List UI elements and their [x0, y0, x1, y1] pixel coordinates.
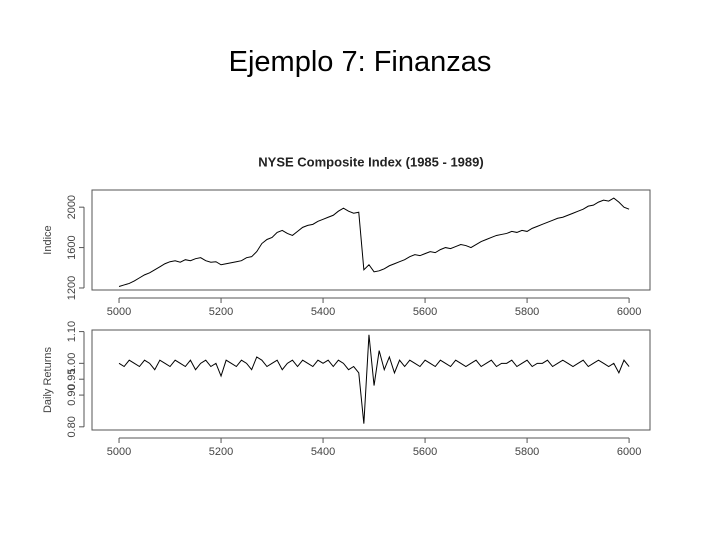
- series-line: [118, 334, 630, 424]
- plot-box: [91, 329, 651, 431]
- x-tick-label: 5400: [311, 446, 335, 458]
- y-tick-label: 1200: [66, 276, 78, 300]
- x-tick-label: 5000: [107, 306, 131, 318]
- series-line: [118, 197, 630, 287]
- y-tick-label: 0.95: [66, 368, 78, 389]
- y-tick-label: 1.00: [66, 353, 78, 374]
- x-tick-label: 5400: [311, 306, 335, 318]
- x-tick-label: 5800: [515, 306, 539, 318]
- x-tick-label: 5600: [413, 446, 437, 458]
- y-axis-label: Indice: [42, 225, 54, 254]
- y-tick-label: 2000: [66, 195, 78, 219]
- x-tick-label: 5600: [413, 306, 437, 318]
- x-tick-label: 5000: [107, 446, 131, 458]
- y-tick-label: 1600: [66, 235, 78, 259]
- y-tick-label: 0.90: [66, 384, 78, 405]
- y-tick-label: 0.80: [66, 416, 78, 437]
- x-tick-label: 6000: [617, 306, 641, 318]
- x-tick-label: 5800: [515, 446, 539, 458]
- y-tick-label: 1.10: [66, 321, 78, 342]
- x-tick-label: 5200: [209, 446, 233, 458]
- x-tick-label: 5200: [209, 306, 233, 318]
- slide-title: Ejemplo 7: Finanzas: [228, 46, 492, 78]
- x-tick-label: 6000: [617, 446, 641, 458]
- y-axis-label: Daily Returns: [42, 346, 54, 413]
- plot-box: [91, 189, 651, 291]
- chart-title: NYSE Composite Index (1985 - 1989): [258, 154, 483, 169]
